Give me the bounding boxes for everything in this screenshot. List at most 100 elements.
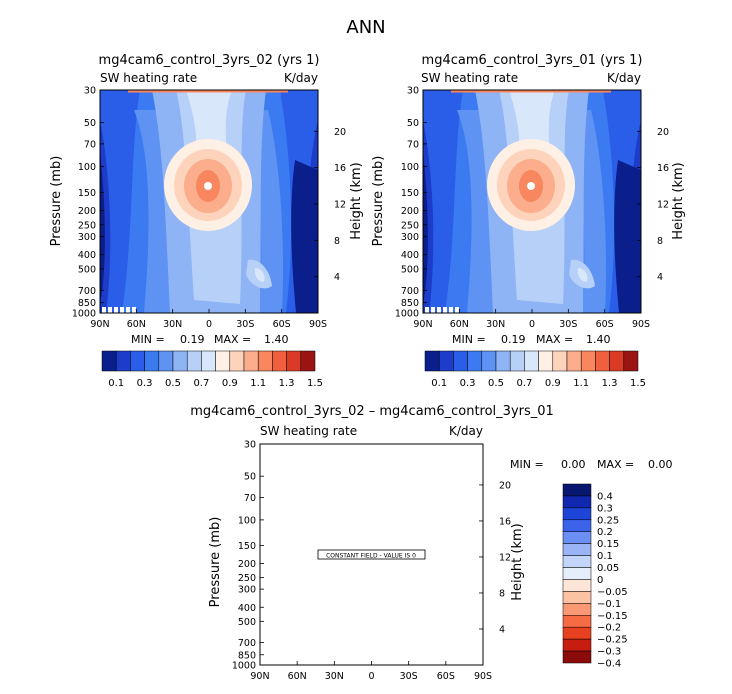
panel-left-ylabel-right: Height (km) bbox=[349, 162, 364, 239]
panel-right-colorbar-swatch bbox=[481, 350, 497, 372]
panel-diff-colorbar-label: 0.1 bbox=[597, 551, 613, 562]
panel-right-field bbox=[423, 90, 641, 313]
panel-diff: mg4cam6_control_3yrs_02 – mg4cam6_contro… bbox=[190, 404, 672, 682]
panel-diff-colorbar-swatch bbox=[562, 626, 592, 640]
panel-diff-colorbar: 0.40.30.250.20.150.10.050−0.05−0.1−0.15−… bbox=[562, 483, 628, 670]
panel-right-colorbar-swatch bbox=[524, 350, 539, 372]
panel-right-colorbar-label: 1.5 bbox=[630, 378, 646, 389]
panel-left-colorbar-swatch bbox=[158, 350, 174, 372]
panel-left-colorbar-swatch bbox=[229, 350, 245, 372]
panel-right-level-min bbox=[614, 160, 641, 313]
panel-left-level-0.9-spot bbox=[254, 268, 265, 282]
panel-diff-ytick-label: 50 bbox=[244, 472, 256, 483]
panel-left-ground-mask bbox=[126, 307, 130, 313]
panel-right-colorbar: 0.1 0.3 0.5 0.7 0.9 1.1 1.3 1.5 bbox=[424, 350, 646, 389]
panel-right-core-max bbox=[527, 182, 535, 190]
panel-right-title: mg4cam6_control_3yrs_01 (yrs 1) bbox=[422, 53, 643, 68]
panel-left-ytick-label: 150 bbox=[78, 188, 96, 199]
panel-diff-colorbar-label: 0.15 bbox=[597, 539, 619, 550]
panel-right-colorbar-swatch bbox=[566, 350, 582, 372]
panel-right-ytick-label: 850 bbox=[401, 298, 419, 309]
panel-left-colorbar-swatch bbox=[257, 350, 273, 372]
panel-left-xtick-label: 60N bbox=[127, 319, 146, 330]
panel-left-ytick-label: 200 bbox=[78, 206, 96, 217]
panel-left-xtick-label: 90N bbox=[90, 319, 109, 330]
panel-left-min-label: MIN = bbox=[131, 333, 165, 346]
panel-left-colorbar-swatch bbox=[186, 350, 202, 372]
panel-right-colorbar-label: 0.3 bbox=[460, 378, 476, 389]
panel-right-xtick-label: 90N bbox=[413, 319, 432, 330]
panel-diff-ytick-label: 30 bbox=[244, 440, 256, 451]
panel-left-colorbar-label: 0.7 bbox=[193, 378, 209, 389]
panel-diff-title: mg4cam6_control_3yrs_02 – mg4cam6_contro… bbox=[190, 404, 554, 419]
panel-left-colorbar-swatch bbox=[115, 350, 131, 372]
panel-diff-xtick-label: 0 bbox=[368, 671, 374, 682]
panel-diff-ytick-label: 250 bbox=[238, 573, 256, 584]
panel-right-ground-mask bbox=[443, 307, 447, 313]
panel-diff-height-tick-label: 4 bbox=[499, 624, 505, 635]
panel-diff-ytick-label: 70 bbox=[244, 493, 256, 504]
panel-left-ytick-label: 50 bbox=[84, 118, 96, 129]
panel-right-level-0.9-spot bbox=[577, 268, 588, 282]
panel-diff-colorbar-swatch bbox=[562, 567, 592, 580]
panel-right-colorbar-swatch bbox=[453, 350, 468, 372]
panel-left-colorbar-swatch bbox=[101, 350, 117, 372]
panel-right-ytick-label: 50 bbox=[407, 118, 419, 129]
panel-left-colorbar-label: 0.5 bbox=[165, 378, 181, 389]
panel-left-ytick-label: 700 bbox=[78, 286, 96, 297]
panel-left-ytick-label: 400 bbox=[78, 250, 96, 261]
panel-left-ytick-label: 850 bbox=[78, 298, 96, 309]
panel-right-units-label: K/day bbox=[607, 71, 641, 85]
panel-diff-colorbar-label: −0.25 bbox=[597, 635, 628, 646]
panel-left-ytick-label: 30 bbox=[84, 86, 96, 97]
panel-diff-xtick-label: 60S bbox=[437, 671, 455, 682]
panel-diff-colorbar-label: −0.15 bbox=[597, 611, 628, 622]
panel-left: mg4cam6_control_3yrs_02 (yrs 1) SW heati… bbox=[49, 53, 364, 389]
panel-right-max-value: 1.40 bbox=[586, 333, 611, 346]
panel-left-ytick-label: 1000 bbox=[72, 309, 96, 320]
panel-left-xtick-label: 90S bbox=[309, 319, 327, 330]
panel-diff-ytick-label: 700 bbox=[238, 638, 256, 649]
panel-diff-xtick-label: 60N bbox=[288, 671, 307, 682]
panel-diff-colorbar-swatch bbox=[562, 483, 592, 497]
panel-left-units-label: K/day bbox=[284, 71, 318, 85]
panel-right-colorbar-label: 0.1 bbox=[431, 378, 447, 389]
panel-right-height-tick-label: 20 bbox=[657, 127, 669, 138]
panel-diff-colorbar-swatch bbox=[562, 603, 592, 616]
panel-left-colorbar-label: 0.1 bbox=[108, 378, 124, 389]
panel-left-max-label: MAX = bbox=[214, 333, 251, 346]
figure-title: ANN bbox=[346, 17, 385, 38]
panel-diff-colorbar-label: 0.05 bbox=[597, 563, 619, 574]
panel-left-field bbox=[100, 90, 318, 313]
panel-diff-colorbar-swatch bbox=[562, 615, 592, 628]
panel-diff-colorbar-swatch bbox=[562, 579, 592, 592]
panel-left-top-band bbox=[128, 90, 288, 93]
panel-diff-ytick-label: 200 bbox=[238, 559, 256, 570]
panel-right-xtick-label: 60S bbox=[596, 319, 614, 330]
panel-left-height-tick-label: 16 bbox=[334, 163, 346, 174]
panel-left-colorbar-swatch bbox=[172, 350, 188, 372]
panel-right-colorbar-swatch bbox=[495, 350, 511, 372]
panel-diff-xtick-label: 90N bbox=[250, 671, 269, 682]
panel-diff-xtick-label: 90S bbox=[474, 671, 492, 682]
panel-left-colorbar-label: 0.9 bbox=[222, 378, 238, 389]
panel-diff-colorbar-label: −0.05 bbox=[597, 587, 628, 598]
panel-right-xtick-label: 90S bbox=[632, 319, 650, 330]
panel-left-ytick-label: 70 bbox=[84, 139, 96, 150]
panel-diff-colorbar-swatch bbox=[562, 638, 592, 652]
panel-diff-max-value: 0.00 bbox=[648, 458, 673, 471]
panel-right-colorbar-label: 0.9 bbox=[545, 378, 561, 389]
panel-right-ytick-label: 500 bbox=[401, 264, 419, 275]
panel-right-variable-label: SW heating rate bbox=[421, 71, 518, 85]
panel-left-ylabel: Pressure (mb) bbox=[49, 156, 64, 247]
panel-diff-colorbar-label: 0.25 bbox=[597, 515, 619, 526]
panel-right-ground-mask bbox=[449, 307, 453, 313]
panel-left-height-tick-label: 8 bbox=[334, 236, 340, 247]
panel-diff-colorbar-label: −0.1 bbox=[597, 599, 621, 610]
panel-right-ground-mask bbox=[437, 307, 441, 313]
panel-diff-colorbar-label: 0 bbox=[597, 575, 603, 586]
panel-diff-ylabel-right: Height (km) bbox=[510, 523, 525, 600]
